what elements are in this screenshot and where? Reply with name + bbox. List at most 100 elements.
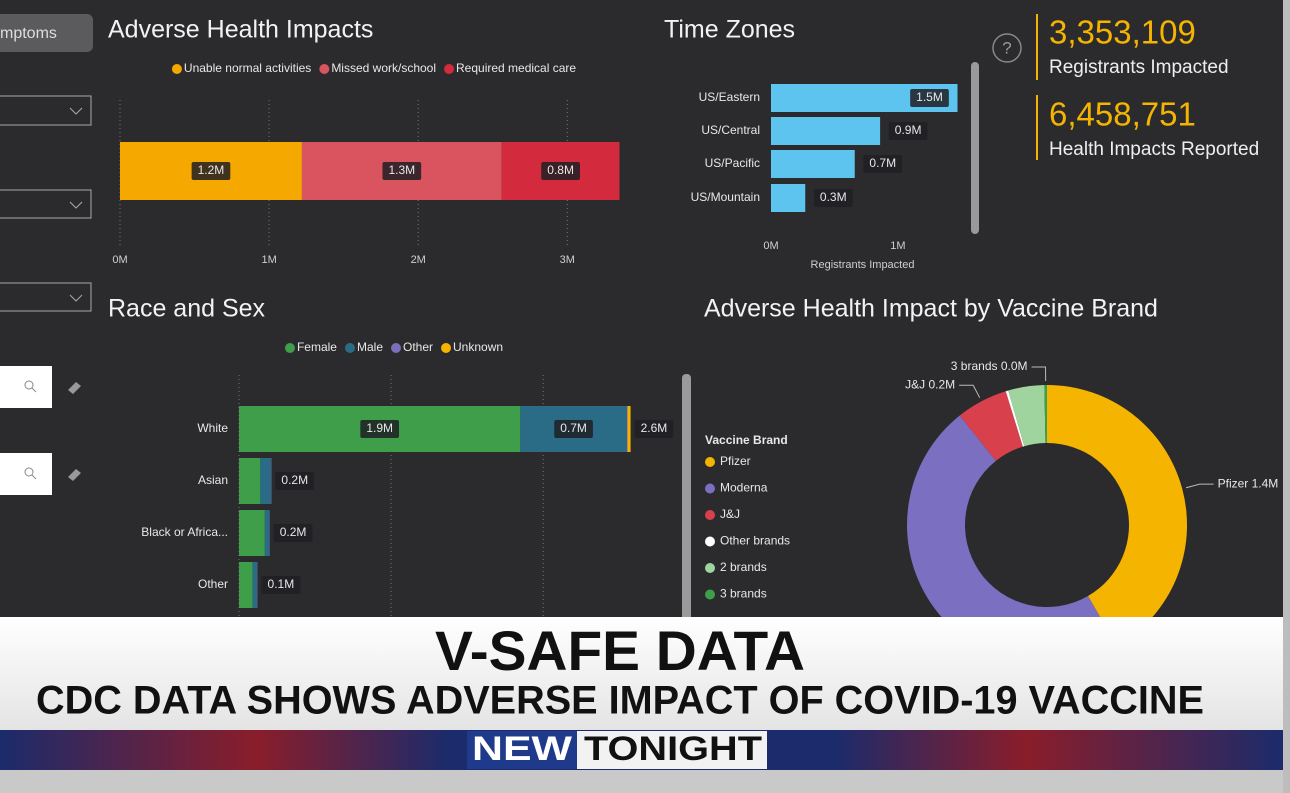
search-box[interactable] [0, 453, 52, 495]
filter-button[interactable] [0, 14, 93, 52]
bar-segment [239, 458, 261, 504]
x-tick-label: 3M [560, 254, 575, 266]
y-tick-label: Asian [198, 473, 228, 487]
bar [771, 117, 881, 145]
bar-segment [252, 562, 258, 608]
dropdowns [0, 95, 92, 312]
bar-segment [627, 406, 631, 452]
charts: Adverse Health Impacts 0M 1M 2M 3M Unable nor… [108, 16, 1279, 666]
legend-marker [390, 343, 401, 353]
legend-marker [441, 343, 452, 353]
legend-marker [319, 64, 330, 74]
data-label: 1.9M [366, 421, 393, 435]
data-label: 0.2M [281, 473, 308, 487]
legend-marker [705, 510, 715, 520]
tag-new: NEW [472, 730, 573, 768]
chart-title: Race and Sex [108, 295, 266, 323]
data-label-box [554, 420, 593, 438]
data-label: 1.3M [388, 163, 415, 177]
data-label: 0.9M [895, 123, 922, 137]
chevron [69, 201, 83, 209]
donut-slice [1005, 390, 1025, 447]
y-tick-label: White [197, 421, 228, 435]
data-label: 0.1M [268, 577, 295, 591]
dropdown[interactable] [0, 95, 92, 126]
banner-panel [0, 617, 1283, 730]
legend-label: Female [297, 340, 337, 354]
tonight-tag [577, 731, 767, 769]
data-label-box [634, 420, 674, 438]
button-label: mptoms [0, 25, 57, 42]
eraser-icon[interactable] [68, 382, 81, 394]
legend-marker [705, 457, 715, 467]
chart-title: Adverse Health Impact by Vaccine Brand [704, 295, 1158, 323]
slice-label: Pfizer 1.4M [1218, 476, 1279, 490]
donut-slice [1008, 385, 1046, 447]
donut-slice [959, 391, 1023, 461]
leader-line [959, 384, 981, 398]
headline: V-SAFE DATA [435, 619, 805, 682]
legend-label: Male [357, 340, 383, 354]
data-label-box [813, 189, 853, 207]
search-icon [24, 467, 34, 477]
scrollbar[interactable] [971, 62, 979, 234]
legend-marker [705, 563, 715, 573]
chevron [69, 107, 83, 115]
bar-segment [239, 510, 265, 556]
data-label: 0.2M [280, 525, 307, 539]
kpi-value: 6,458,751 [1049, 96, 1196, 133]
search-boxes [0, 366, 81, 495]
data-label-box [382, 162, 422, 180]
kpi-label: Health Impacts Reported [1049, 139, 1259, 160]
bar-segment [260, 458, 271, 504]
chart-title: Adverse Health Impacts [108, 16, 373, 44]
slice-label: J&J 0.2M [905, 377, 955, 391]
data-label-box [191, 162, 231, 180]
slice-label: 3 brands 0.0M [951, 359, 1028, 373]
dropdown[interactable] [0, 282, 92, 312]
eraser-icon[interactable] [68, 469, 81, 481]
y-tick-label: US/Central [701, 123, 760, 137]
leader-line [1185, 483, 1214, 489]
legend-title: Vaccine Brand [705, 433, 788, 447]
legend-marker [705, 589, 715, 600]
bar-segment [626, 406, 628, 452]
x-axis-label: Registrants Impacted [811, 259, 915, 271]
legend-label: 3 brands [720, 587, 767, 601]
legend-label: Other brands [720, 534, 790, 548]
legend-label: Pfizer [720, 454, 751, 468]
x-tick-label: 1M [890, 240, 905, 252]
data-label: 0.7M [869, 156, 896, 170]
y-tick-label: Other [198, 577, 228, 591]
legend-marker [171, 64, 182, 74]
legend-label: Unable normal activities [184, 61, 311, 75]
y-tick-label: Black or Africa... [141, 525, 228, 539]
data-label: 1.2M [198, 163, 225, 177]
help-icon[interactable] [992, 33, 1022, 63]
legend-label: Moderna [720, 481, 768, 495]
search-icon [24, 380, 34, 390]
legend: Female Male Other Unknown [284, 340, 503, 354]
donut-slice [906, 415, 1117, 666]
leader-line [1031, 366, 1047, 382]
data-label-box [273, 524, 313, 542]
bar-segment [239, 562, 253, 608]
x-tick-label: 0M [763, 240, 778, 252]
legend-marker [284, 343, 295, 353]
data-label: 0.3M [820, 190, 847, 204]
data-label: 1.5M [916, 90, 943, 104]
legend-label: Required medical care [456, 61, 576, 75]
donut-slice [1047, 385, 1187, 647]
legend-marker [344, 343, 355, 353]
tag-tonight: TONIGHT [584, 730, 762, 768]
subhead: CDC DATA SHOWS ADVERSE IMPACT OF COVID-1… [36, 679, 1204, 723]
legend-marker [444, 64, 455, 74]
search-box[interactable] [0, 366, 52, 408]
scrollbar[interactable] [682, 374, 691, 624]
dropdown[interactable] [0, 189, 92, 219]
legend-label: Missed work/school [331, 61, 436, 75]
legend-label: Other [403, 340, 433, 354]
legend: Unable normal activities Missed work/scho… [171, 61, 576, 75]
